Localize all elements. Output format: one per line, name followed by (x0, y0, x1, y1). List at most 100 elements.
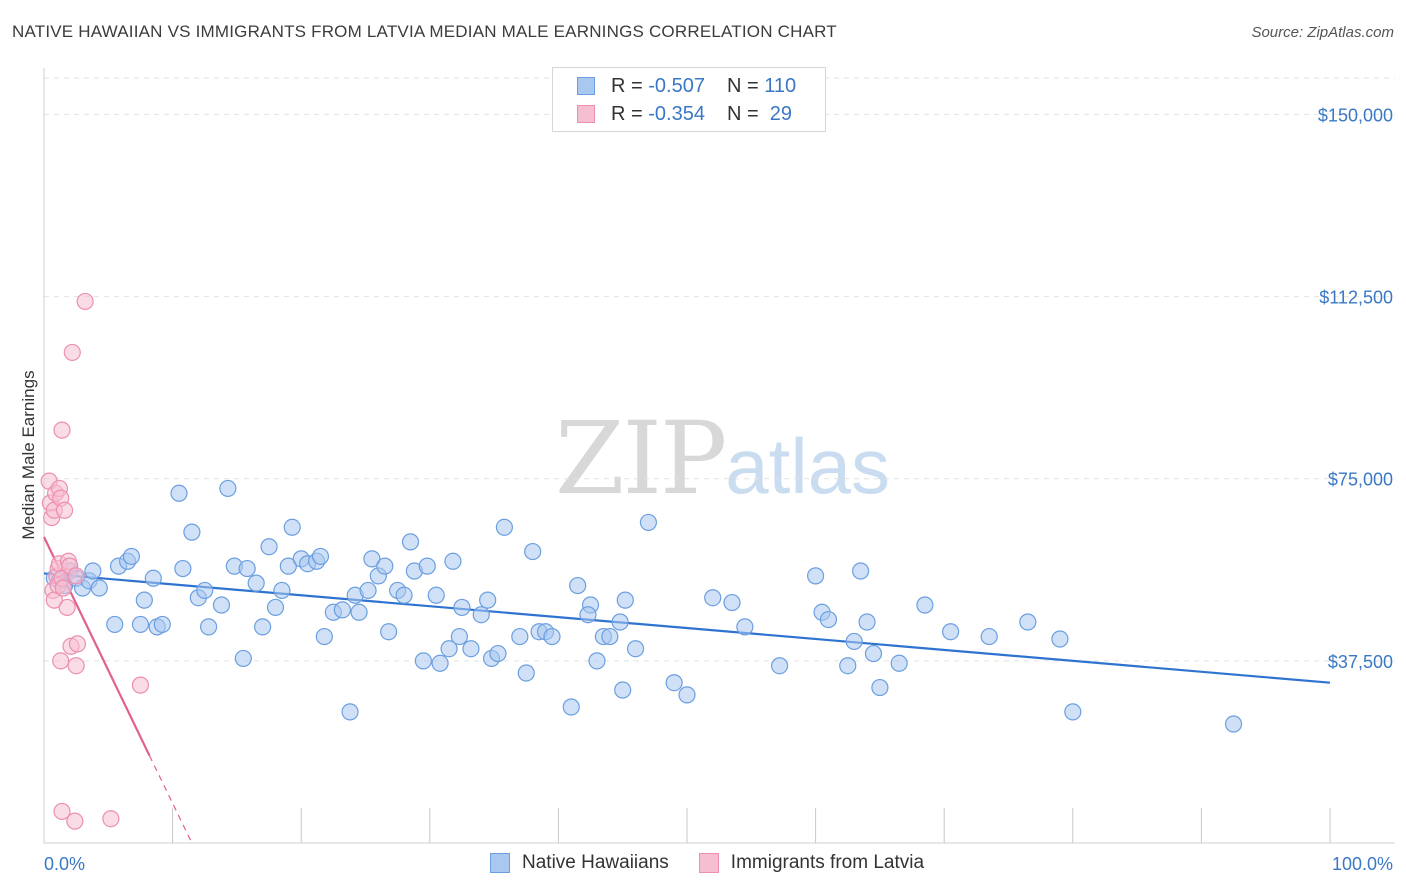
point-native-hawaiian (704, 589, 722, 607)
point-native-hawaiian (135, 591, 153, 609)
point-native-hawaiian (450, 627, 468, 646)
point-native-hawaiian (616, 591, 634, 609)
correlation-legend: R = -0.507 N = 110 R = -0.354 N = 29 (552, 67, 826, 132)
point-native-hawaiian (1224, 715, 1243, 733)
point-native-hawaiian (1051, 630, 1069, 648)
pink-swatch (577, 105, 595, 123)
legend-r-label: R = (611, 74, 649, 97)
y-tick-label: $37,500 (1328, 652, 1393, 672)
point-latvia (131, 676, 150, 694)
point-native-hawaiian (333, 601, 351, 619)
point-native-hawaiian (260, 538, 278, 556)
point-latvia (52, 652, 70, 670)
point-native-hawaiian (401, 533, 420, 551)
point-native-hawaiian (273, 581, 291, 600)
point-native-hawaiian (131, 615, 150, 634)
blue-swatch (490, 853, 510, 873)
legend-n-label: N = (726, 74, 765, 97)
point-native-hawaiian (1064, 703, 1082, 721)
point-native-hawaiian (588, 652, 606, 670)
legend-n-label: N = (726, 102, 765, 125)
legend-item-latvia: Immigrants from Latvia (698, 852, 924, 874)
point-native-hawaiian (626, 640, 645, 658)
point-native-hawaiian (736, 618, 754, 636)
point-native-hawaiian (678, 686, 696, 704)
legend-r-value: -0.507 (648, 74, 705, 97)
point-latvia (67, 567, 85, 585)
point-native-hawaiian (611, 613, 629, 631)
point-native-hawaiian (871, 678, 889, 697)
pink-swatch (698, 853, 719, 873)
point-native-hawaiian (845, 632, 863, 651)
point-latvia (53, 802, 71, 821)
point-native-hawaiian (562, 698, 580, 716)
series-legend: Native Hawaiians Immigrants from Latvia (490, 852, 954, 874)
point-native-hawaiian (315, 627, 333, 646)
point-native-hawaiian (414, 652, 432, 670)
point-native-hawaiian (219, 479, 237, 498)
point-native-hawaiian (84, 562, 102, 580)
point-native-hawaiian (359, 581, 377, 600)
point-latvia (63, 343, 81, 362)
point-native-hawaiian (183, 523, 201, 541)
watermark: ZIPatlas (555, 400, 890, 517)
point-native-hawaiian (395, 586, 413, 604)
point-native-hawaiian (427, 586, 445, 604)
point-native-hawaiian (153, 615, 171, 634)
point-latvia (68, 635, 87, 653)
axis-labels: $37,500 $75,000 $112,500 $150,000 0.0% 100.0%… (19, 105, 1393, 874)
point-native-hawaiian (1019, 613, 1037, 631)
point-native-hawaiian (283, 518, 301, 536)
point-native-hawaiian (234, 649, 252, 668)
point-native-hawaiian (341, 703, 359, 721)
point-native-hawaiian (858, 613, 876, 631)
point-native-hawaiian (200, 618, 218, 636)
point-native-hawaiian (819, 610, 838, 629)
point-native-hawaiian (839, 657, 857, 675)
point-native-hawaiian (517, 664, 535, 682)
point-native-hawaiian (440, 640, 458, 658)
point-native-hawaiian (890, 654, 908, 672)
watermark-zip: ZIP (555, 400, 727, 517)
point-native-hawaiian (376, 557, 394, 575)
point-native-hawaiian (254, 618, 272, 636)
blue-swatch (577, 77, 595, 95)
point-native-hawaiian (601, 627, 619, 646)
point-native-hawaiian (196, 581, 214, 600)
point-native-hawaiian (980, 627, 998, 646)
x-tick-label: 0.0% (44, 854, 85, 874)
y-tick-label: $75,000 (1328, 470, 1393, 490)
point-native-hawaiian (852, 562, 870, 580)
point-native-hawaiian (639, 513, 658, 532)
point-native-hawaiian (174, 559, 192, 578)
point-native-hawaiian (444, 552, 462, 570)
point-native-hawaiian (723, 593, 741, 612)
point-native-hawaiian (363, 550, 381, 568)
point-native-hawaiian (864, 644, 883, 663)
point-native-hawaiian (266, 598, 285, 617)
point-native-hawaiian (418, 557, 436, 575)
point-native-hawaiian (106, 615, 124, 634)
point-native-hawaiian (524, 542, 542, 561)
y-tick-label: $112,500 (1319, 288, 1393, 308)
data-points (40, 292, 1243, 830)
point-native-hawaiian (495, 518, 513, 536)
point-native-hawaiian (90, 579, 108, 597)
point-native-hawaiian (472, 606, 490, 624)
y-axis-title: Median Male Earnings (19, 370, 38, 539)
point-latvia (66, 812, 84, 830)
point-native-hawaiian (380, 623, 398, 641)
point-native-hawaiian (806, 567, 825, 585)
point-native-hawaiian (431, 654, 449, 672)
axes (43, 68, 1395, 844)
point-latvia (102, 810, 120, 828)
point-native-hawaiian (350, 603, 368, 621)
legend-row-latvia: R = -0.354 N = 29 (577, 101, 792, 127)
legend-item-native-hawaiians: Native Hawaiians (490, 852, 669, 874)
point-native-hawaiian (543, 627, 561, 646)
point-latvia (53, 421, 71, 439)
x-tick-label: 100.0% (1332, 854, 1393, 874)
point-native-hawaiian (916, 596, 934, 614)
trend-latvia-extension (148, 755, 193, 844)
